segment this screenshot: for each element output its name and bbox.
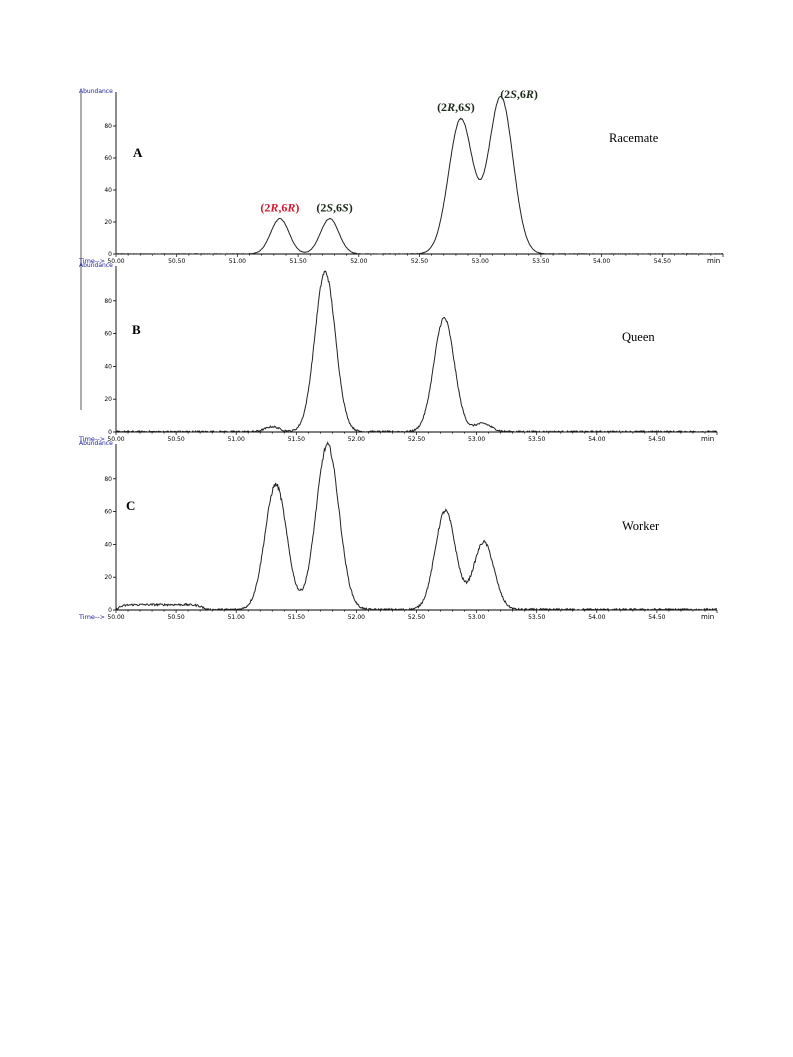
x-tick-label: 51.50	[288, 436, 305, 443]
peak-label: (2R,6R)	[260, 201, 299, 215]
x-tick-label: 54.50	[654, 258, 671, 265]
y-tick-label: 80	[104, 476, 112, 483]
x-tick-label: 53.00	[468, 614, 485, 621]
x-unit-label: min	[707, 257, 720, 265]
x-tick-label: 54.00	[588, 614, 605, 621]
y-axis-title: Abundance	[79, 88, 113, 95]
y-tick-label: 0	[108, 251, 112, 258]
y-tick-label: 60	[104, 509, 112, 516]
y-tick-label: 60	[104, 331, 112, 338]
x-axis-title: Time-->	[78, 613, 105, 621]
x-tick-label: 53.50	[528, 614, 545, 621]
y-tick-label: 40	[104, 541, 112, 548]
x-tick-label: 53.50	[532, 258, 549, 265]
x-tick-label: 52.00	[348, 614, 365, 621]
x-tick-label: 54.50	[648, 436, 665, 443]
x-tick-label: 50.00	[107, 614, 124, 621]
y-tick-label: 80	[104, 298, 112, 305]
x-tick-label: 50.00	[107, 258, 124, 265]
x-tick-label: 50.50	[168, 258, 185, 265]
sample-name: Queen	[622, 330, 655, 344]
peak-label: (2R,6S)	[437, 100, 475, 114]
y-tick-label: 0	[108, 607, 112, 614]
x-tick-label: 52.00	[348, 436, 365, 443]
y-tick-label: 60	[104, 155, 112, 162]
x-tick-label: 50.50	[168, 614, 185, 621]
panel-letter: B	[132, 322, 141, 337]
x-tick-label: 53.00	[468, 436, 485, 443]
y-tick-label: 40	[104, 187, 112, 194]
x-tick-label: 52.50	[408, 436, 425, 443]
x-tick-label: 51.50	[288, 614, 305, 621]
panel-letter: A	[133, 145, 143, 160]
peak-label: (2S,6S)	[316, 201, 352, 215]
chromatogram-trace	[115, 95, 724, 255]
x-tick-label: 54.00	[593, 258, 610, 265]
x-axis-title: Time-->	[78, 257, 105, 265]
x-unit-label: min	[701, 435, 714, 443]
x-unit-label: min	[701, 613, 714, 621]
y-tick-label: 20	[104, 219, 112, 226]
sample-name: Racemate	[609, 131, 659, 145]
x-tick-label: 51.00	[228, 436, 245, 443]
y-axis-title: Abundance	[79, 440, 113, 447]
peak-label: (2S,6R)	[500, 87, 538, 101]
y-tick-label: 40	[104, 363, 112, 370]
x-tick-label: 54.50	[648, 614, 665, 621]
y-tick-label: 80	[104, 123, 112, 130]
x-tick-label: 51.00	[229, 258, 246, 265]
panel-c: 0 20 40 60 80 50.00 50.50 51.00 51.50 52.00 52.50 5…	[78, 440, 718, 621]
x-axis-title: Time-->	[78, 435, 105, 443]
x-tick-label: 52.00	[350, 258, 367, 265]
panel-a: 0 20 40 60 80 50.00 50.50 51.00 51.50 52.00 52.50 5…	[78, 87, 724, 265]
y-tick-label: 20	[104, 574, 112, 581]
x-tick-label: 52.50	[411, 258, 428, 265]
x-tick-label: 51.50	[290, 258, 307, 265]
y-axis-title: Abundance	[79, 262, 113, 269]
x-tick-label: 50.00	[107, 436, 124, 443]
x-tick-label: 53.00	[472, 258, 489, 265]
x-tick-label: 50.50	[168, 436, 185, 443]
chromatogram-trace	[115, 270, 718, 433]
y-tick-label: 0	[108, 429, 112, 436]
x-tick-label: 52.50	[408, 614, 425, 621]
sample-name: Worker	[622, 519, 660, 533]
panel-letter: C	[126, 498, 135, 513]
x-tick-label: 54.00	[588, 436, 605, 443]
y-tick-label: 20	[104, 396, 112, 403]
x-tick-label: 51.00	[228, 614, 245, 621]
panel-b: 0 20 40 60 80 50.00 50.50 51.00 51.50 52.00 52.50 5…	[78, 262, 718, 443]
x-tick-label: 53.50	[528, 436, 545, 443]
chromatogram-trace	[115, 441, 718, 612]
